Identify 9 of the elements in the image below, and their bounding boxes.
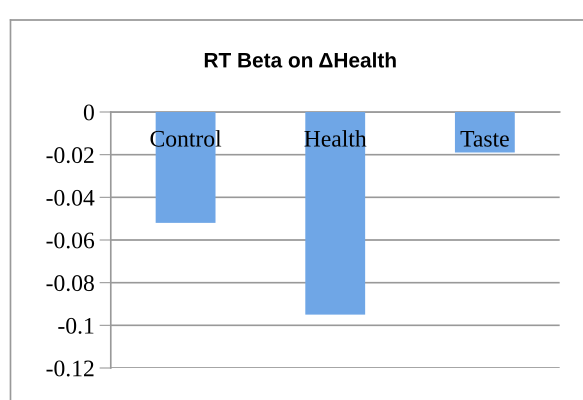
y-tick-label: -0.08 [46, 275, 94, 292]
x-tick-label: Taste [460, 131, 509, 147]
y-tick-label: -0.12 [46, 360, 94, 377]
y-tick-label: -0.06 [46, 232, 94, 249]
y-tick-label: 0 [84, 104, 94, 120]
y-tick-label: -0.04 [46, 190, 94, 206]
y-tick-label: -0.1 [58, 318, 94, 334]
chart-title: RT Beta on ΔHealth [204, 52, 396, 68]
y-tick-label: -0.02 [46, 147, 94, 164]
